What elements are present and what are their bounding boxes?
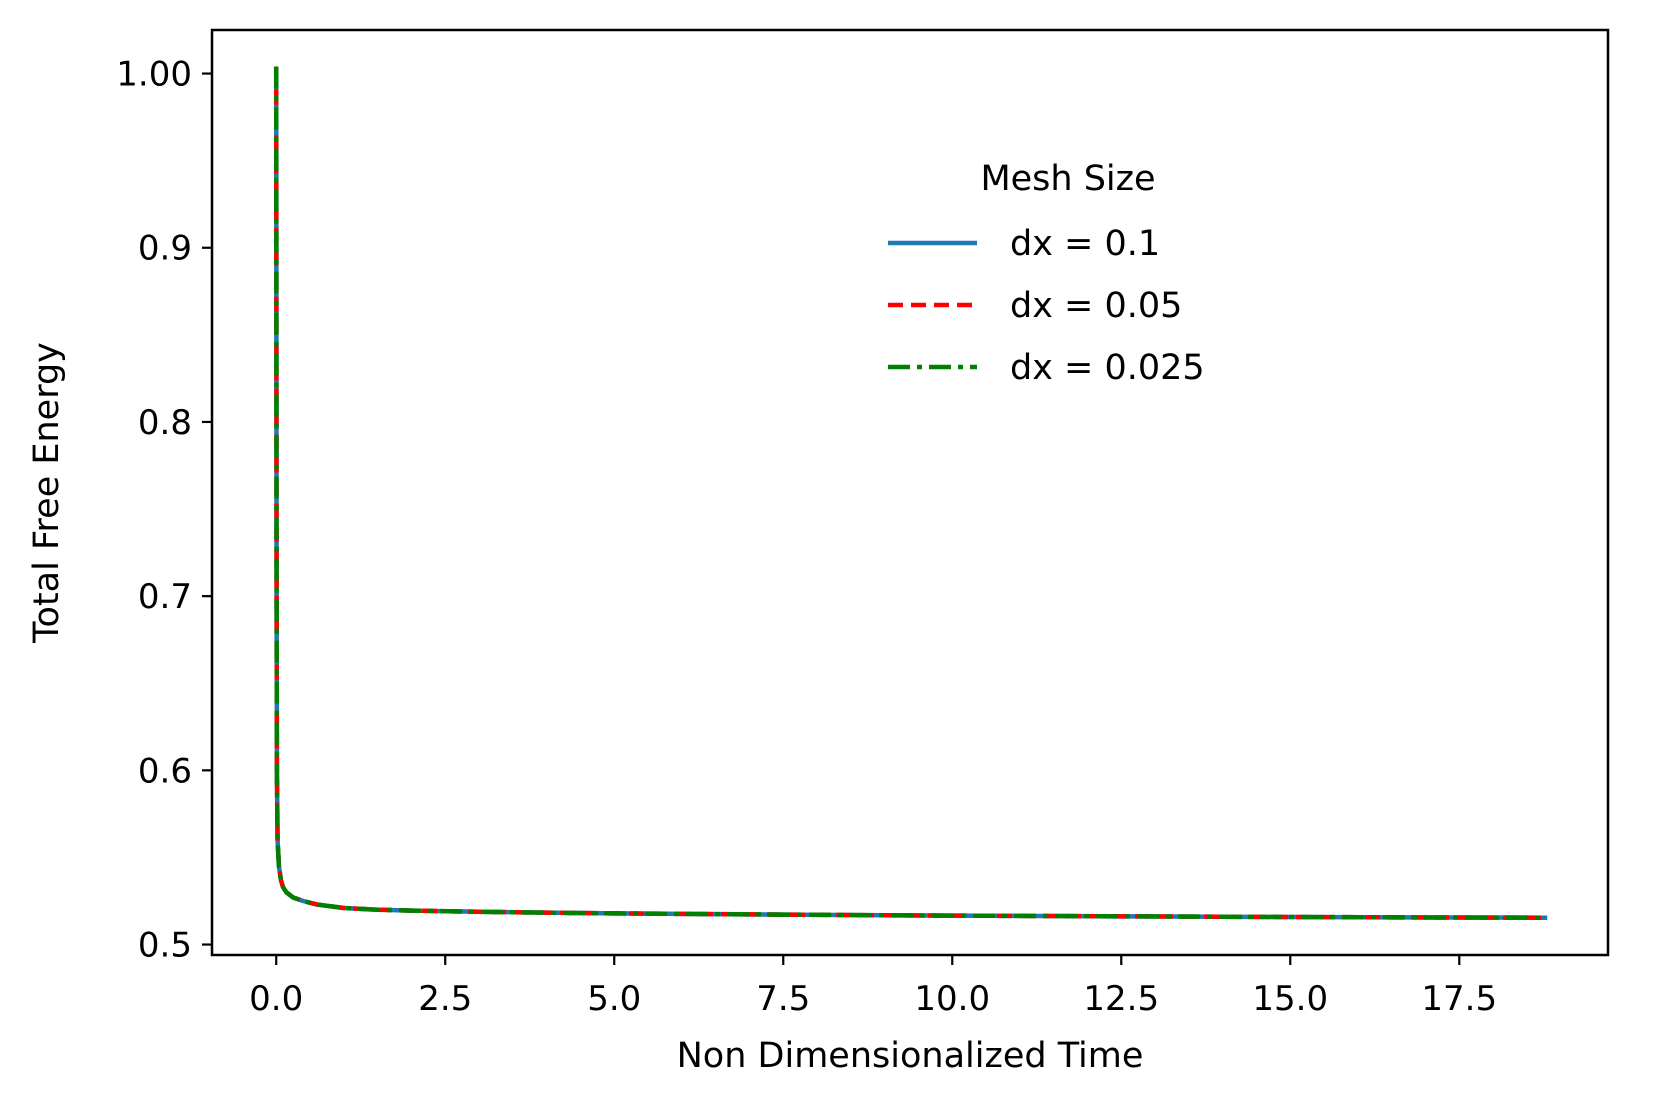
legend: Mesh Size dx = 0.1 dx = 0.05 dx = 0.025 (888, 159, 1205, 388)
x-tick-label: 12.5 (1083, 979, 1159, 1019)
x-tick-label: 15.0 (1252, 979, 1328, 1019)
series-layer (273, 66, 1548, 920)
y-tick-label: 0.5 (138, 926, 192, 966)
y-tick-label: 0.9 (138, 229, 192, 269)
x-tick-label: 0.0 (249, 979, 303, 1019)
x-axis: 0.0 2.5 5.0 7.5 10.0 12.5 15.0 17.5 (249, 955, 1497, 1019)
legend-entry-label: dx = 0.05 (1010, 286, 1182, 326)
legend-title: Mesh Size (980, 159, 1155, 199)
y-axis-label: Total Free Energy (27, 342, 67, 644)
legend-entries: dx = 0.1 dx = 0.05 dx = 0.025 (888, 224, 1205, 388)
x-tick-label: 10.0 (914, 979, 990, 1019)
x-tick-label: 17.5 (1421, 979, 1497, 1019)
x-tick-label: 2.5 (418, 979, 472, 1019)
plot-frame (210, 28, 1610, 957)
x-tick-label: 7.5 (756, 979, 810, 1019)
y-tick-label: 0.8 (138, 403, 192, 443)
x-tick-label: 5.0 (587, 979, 641, 1019)
x-axis-label: Non Dimensionalized Time (677, 1036, 1144, 1076)
legend-entry-label: dx = 0.025 (1010, 348, 1205, 388)
y-tick-label: 0.7 (138, 577, 192, 617)
series-line-3 (273, 66, 1548, 920)
y-tick-label: 0.6 (138, 751, 192, 791)
y-axis: 0.5 0.6 0.7 0.8 0.9 1.00 (116, 55, 212, 966)
y-tick-label: 1.00 (116, 55, 192, 95)
legend-entry-label: dx = 0.1 (1010, 224, 1160, 264)
